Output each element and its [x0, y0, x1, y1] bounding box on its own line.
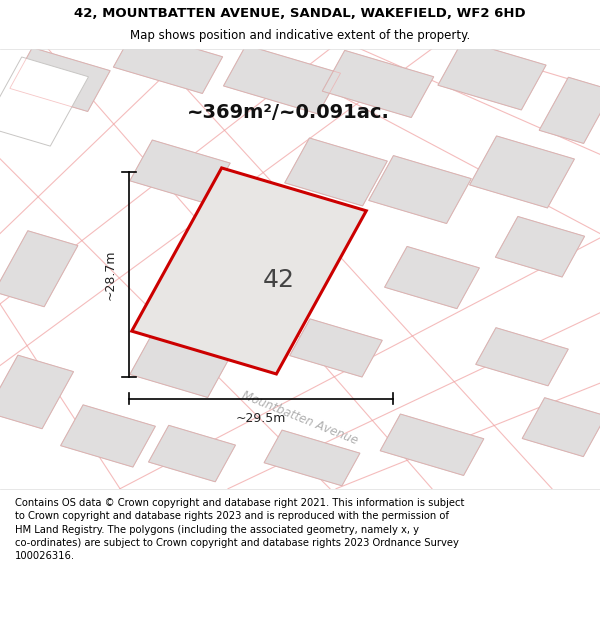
- Polygon shape: [223, 45, 341, 114]
- Polygon shape: [61, 405, 155, 467]
- Polygon shape: [130, 334, 230, 398]
- Text: ~29.5m: ~29.5m: [236, 412, 286, 425]
- Polygon shape: [385, 246, 479, 309]
- Polygon shape: [322, 51, 434, 118]
- Polygon shape: [438, 41, 546, 110]
- Polygon shape: [290, 319, 382, 377]
- Polygon shape: [470, 136, 574, 208]
- Polygon shape: [476, 328, 568, 386]
- Polygon shape: [522, 398, 600, 457]
- Text: 42: 42: [263, 268, 295, 292]
- Polygon shape: [130, 140, 230, 204]
- Polygon shape: [368, 156, 472, 224]
- Polygon shape: [0, 231, 78, 307]
- Polygon shape: [380, 414, 484, 476]
- Polygon shape: [264, 430, 360, 486]
- Polygon shape: [132, 168, 366, 374]
- Polygon shape: [539, 78, 600, 144]
- Text: Mountbatten Avenue: Mountbatten Avenue: [240, 389, 360, 448]
- Polygon shape: [496, 216, 584, 277]
- Text: Contains OS data © Crown copyright and database right 2021. This information is : Contains OS data © Crown copyright and d…: [15, 498, 464, 561]
- Polygon shape: [149, 425, 235, 482]
- Polygon shape: [0, 355, 74, 429]
- Polygon shape: [113, 31, 223, 94]
- Polygon shape: [284, 138, 388, 206]
- Polygon shape: [10, 48, 110, 111]
- Text: Map shows position and indicative extent of the property.: Map shows position and indicative extent…: [130, 29, 470, 42]
- Text: ~369m²/~0.091ac.: ~369m²/~0.091ac.: [187, 103, 389, 122]
- Text: ~28.7m: ~28.7m: [103, 249, 116, 299]
- Text: 42, MOUNTBATTEN AVENUE, SANDAL, WAKEFIELD, WF2 6HD: 42, MOUNTBATTEN AVENUE, SANDAL, WAKEFIEL…: [74, 7, 526, 19]
- Polygon shape: [0, 57, 88, 146]
